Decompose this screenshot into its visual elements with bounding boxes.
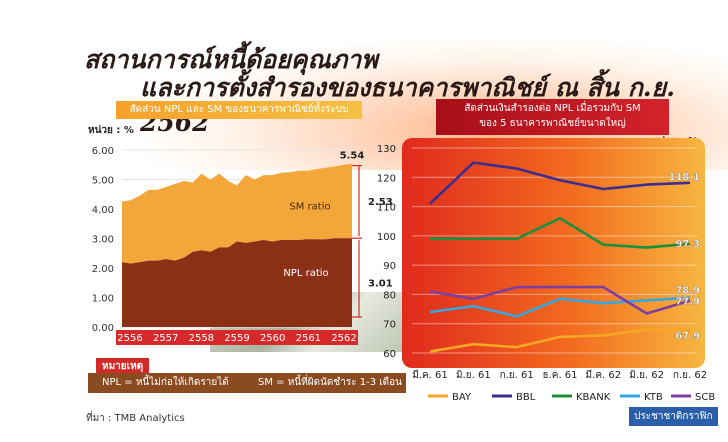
left-x-tick-label: 2558 bbox=[189, 333, 214, 344]
right-y-tick-label: 130 bbox=[377, 144, 396, 155]
left-area-chart: 6.00 5.00 4.00 3.00 2.00 1.00 0.00 SM ratio NPL … bbox=[92, 146, 393, 345]
total-value-label: 5.54 bbox=[340, 151, 365, 162]
left-y-tick-label: 3.00 bbox=[92, 235, 114, 246]
legend-label-scb: SCB bbox=[695, 392, 715, 403]
page-title: สถานการณ์หนี้ด้อยคุณภาพ bbox=[84, 45, 378, 74]
legend-label-kbank: KBANK bbox=[576, 392, 611, 403]
right-x-tick-label: มิ.ย. 61 bbox=[456, 370, 491, 381]
end-value-label-ktb: 78.9 bbox=[675, 286, 700, 297]
sm-ratio-area bbox=[122, 163, 352, 264]
left-x-tick-label: 2562 bbox=[331, 333, 356, 344]
legend-label-ktb: KTB bbox=[644, 392, 663, 403]
left-unit-label: หน่วย : % bbox=[88, 125, 134, 136]
left-x-tick-label: 2556 bbox=[117, 333, 142, 344]
end-value-label-kbank: 97.3 bbox=[675, 239, 700, 250]
left-x-axis-band bbox=[116, 330, 358, 345]
right-chart-header: สัดส่วนเงินสำรองต่อ NPL เมื่อรวมกับ SM ข… bbox=[436, 99, 669, 135]
series-line-scb bbox=[429, 285, 691, 315]
right-x-tick-label: ก.ย. 62 bbox=[673, 370, 707, 381]
end-value-label-scb: 77.9 bbox=[675, 297, 700, 308]
left-x-tick-label: 2560 bbox=[260, 333, 285, 344]
left-x-tick-label: 2557 bbox=[153, 333, 178, 344]
right-y-tick-label: 120 bbox=[377, 173, 396, 184]
series-line-bbl bbox=[429, 161, 691, 205]
npl-ratio-area bbox=[122, 238, 352, 327]
legend-label-bay: BAY bbox=[452, 392, 472, 403]
right-x-tick-label: มี.ค. 62 bbox=[586, 369, 622, 381]
note-sm: SM = หนี้ที่ผิดนัดชำระ 1-3 เดือน bbox=[258, 377, 403, 388]
right-x-tick-label: มิ.ย. 62 bbox=[629, 370, 664, 381]
npl-ratio-name-label: NPL ratio bbox=[283, 268, 328, 279]
legend-label-bbl: BBL bbox=[516, 392, 536, 403]
source-label: ที่มา : TMB Analytics bbox=[86, 413, 185, 424]
right-chart-panel bbox=[402, 138, 705, 368]
right-x-tick-label: ก.ย. 61 bbox=[500, 370, 534, 381]
left-y-tick-label: 2.00 bbox=[92, 264, 114, 275]
right-y-tick-label: 90 bbox=[383, 261, 396, 272]
end-value-label-bay: 67.9 bbox=[675, 331, 700, 342]
right-y-tick-label: 70 bbox=[383, 320, 396, 331]
right-y-tick-label: 80 bbox=[383, 290, 396, 301]
right-y-tick-label: 100 bbox=[377, 232, 396, 243]
left-x-tick-label: 2559 bbox=[224, 333, 249, 344]
left-y-tick-label: 5.00 bbox=[92, 176, 114, 187]
right-chart-header-line2: ของ 5 ธนาคารพาณิชย์ขนาดใหญ่ bbox=[479, 118, 626, 129]
note-title: หมายเหตุ bbox=[96, 358, 150, 375]
end-value-label-bbl: 118.1 bbox=[668, 172, 700, 183]
right-y-tick-label: 60 bbox=[383, 349, 396, 360]
right-x-tick-label: มี.ค. 61 bbox=[412, 369, 448, 381]
sm-value-label: 2.53 bbox=[368, 197, 393, 208]
left-y-tick-label: 6.00 bbox=[92, 146, 114, 157]
series-line-kbank bbox=[430, 216, 691, 249]
left-chart-header: สัดส่วน NPL และ SM ของธนาคารพาณิชย์ทั้งร… bbox=[116, 101, 362, 119]
npl-value-label: 3.01 bbox=[368, 279, 393, 290]
sm-ratio-name-label: SM ratio bbox=[289, 201, 330, 212]
right-line-chart: 130 120 110 100 90 80 70 60 67.9 118.1 97.3 78.977.… bbox=[377, 138, 715, 403]
right-x-tick-label: ธ.ค. 61 bbox=[542, 370, 577, 381]
right-chart-header-line1: สัดส่วนเงินสำรองต่อ NPL เมื่อรวมกับ SM bbox=[464, 103, 641, 114]
left-y-tick-label: 1.00 bbox=[92, 294, 114, 305]
note-bar: NPL = หนี้ไม่ก่อให้เกิดรายได้ SM = หนี้ท… bbox=[88, 373, 406, 393]
left-x-tick-label: 2561 bbox=[296, 333, 321, 344]
series-line-bay bbox=[429, 328, 691, 353]
brand-logo: ประชาชาติกราฟิก bbox=[629, 407, 718, 426]
left-y-tick-label: 0.00 bbox=[92, 323, 114, 334]
right-y-tick-label: 110 bbox=[377, 203, 396, 214]
note-npl: NPL = หนี้ไม่ก่อให้เกิดรายได้ bbox=[102, 377, 229, 388]
left-y-tick-label: 4.00 bbox=[92, 205, 114, 216]
series-line-ktb bbox=[429, 296, 691, 318]
